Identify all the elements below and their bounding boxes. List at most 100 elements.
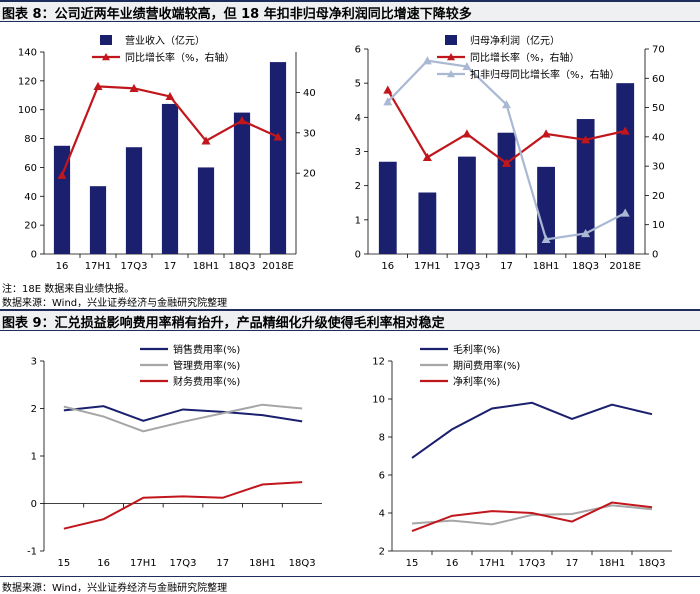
legend-label: 销售费用率(%) — [173, 343, 240, 356]
chart-expense-ratios: -1 0 1 2 3 15 16 17H1 17Q3 17 18H1 18Q3 销售费用率(%) 管理费用… — [27, 343, 322, 569]
y-tick-label-right: 0 — [652, 250, 658, 261]
line-marker — [620, 208, 630, 217]
y-tick-label-left: 2 — [355, 181, 361, 192]
x-tick-label: 15 — [57, 558, 70, 569]
legend-label: 毛利率(%) — [453, 343, 500, 356]
x-tick-label: 18Q3 — [572, 261, 599, 272]
line-marker — [620, 126, 630, 135]
y-tick-label-left: 80 — [24, 134, 37, 145]
legend-label: 营业收入（亿元） — [125, 34, 205, 47]
line-marker — [57, 170, 67, 179]
x-tick-label: 17H1 — [414, 261, 441, 272]
y-tick-label-left: 6 — [379, 471, 385, 482]
x-tick-label: 16 — [56, 261, 69, 272]
y-tick-label-right: 40 — [652, 132, 665, 143]
line-marker — [237, 116, 247, 125]
line-marker — [422, 56, 432, 65]
bar — [537, 166, 555, 254]
y-tick-label-left: 40 — [24, 192, 37, 203]
line-marker — [129, 83, 139, 92]
fig9-title-bar: 图表 9：汇兑损益影响费用率稍有抬升，产品精细化升级使得毛利率相对稳定 — [0, 309, 700, 331]
y-tick-label-right: 30 — [652, 162, 665, 173]
x-tick-label: 17Q3 — [519, 558, 546, 569]
chart-margins: 2 4 6 8 10 12 15 16 17H1 17Q3 17 18H1 18Q3 毛利率(%) 期间费用… — [372, 343, 672, 569]
x-tick-label: 17 — [500, 261, 513, 272]
y-tick-label-left: 0 — [31, 250, 37, 261]
y-tick-label-right: 50 — [652, 103, 665, 114]
x-tick-label: 17 — [216, 558, 229, 569]
y-tick-label-left: 3 — [355, 147, 361, 158]
x-tick-label: 2018E — [262, 261, 294, 272]
y-tick-label-left: 12 — [372, 357, 385, 368]
x-tick-label: 17 — [164, 261, 177, 272]
line-marker — [462, 129, 472, 138]
legend-label: 归母净利润（亿元） — [470, 34, 560, 47]
series-line — [63, 405, 303, 423]
x-tick-label: 17H1 — [130, 558, 157, 569]
legend-label: 同比增长率（%，右轴） — [470, 51, 580, 64]
bar — [378, 161, 397, 254]
series-line — [63, 403, 303, 433]
y-tick-label-left: 20 — [24, 221, 37, 232]
x-tick-label: 18H1 — [533, 261, 560, 272]
line-marker — [581, 135, 591, 144]
y-tick-label-right: 40 — [303, 88, 316, 99]
y-tick-label-left: 3 — [31, 357, 37, 368]
line-marker — [541, 129, 551, 138]
y-tick-label-left: 5 — [355, 79, 361, 90]
y-tick-label-left: 60 — [24, 163, 37, 174]
x-tick-label: 18H1 — [193, 261, 220, 272]
x-tick-label: 17H1 — [479, 558, 506, 569]
chart-revenue: 0 20 40 60 80 100 120 140 20 30 40 16 17H1 17Q3 17 18H1… — [18, 34, 316, 272]
legend-label: 财务费用率(%) — [173, 375, 240, 388]
x-tick-label: 16 — [446, 558, 459, 569]
line-marker — [93, 81, 103, 90]
legend-marker — [102, 53, 110, 61]
legend-label: 扣非归母同比增长率（%，右轴） — [470, 68, 620, 81]
fig9-bottom-rule — [0, 576, 700, 577]
x-tick-label: 18H1 — [249, 558, 276, 569]
bar — [497, 132, 516, 254]
bar — [161, 103, 179, 254]
x-tick-label: 17H1 — [85, 261, 112, 272]
fig8-note: 注：18E 数据来自业绩快报。 — [2, 284, 135, 295]
y-tick-label-left: 120 — [18, 76, 37, 87]
x-tick-label: 18H1 — [599, 558, 626, 569]
x-tick-label: 17Q3 — [453, 261, 480, 272]
fig8-title: 图表 8：公司近两年业绩营收端较高，但 18 年扣非归母净利润同比增速下降较多 — [2, 7, 472, 22]
series-line — [63, 481, 303, 530]
y-tick-label-left: 10 — [372, 395, 385, 406]
y-tick-label-left: 2 — [31, 404, 37, 415]
legend-label: 期间费用率(%) — [453, 359, 520, 372]
y-tick-label-right: 20 — [652, 191, 665, 202]
y-tick-label-right: 30 — [303, 128, 316, 139]
line-marker — [422, 152, 432, 161]
legend-swatch — [100, 35, 112, 45]
x-tick-label: 16 — [97, 558, 110, 569]
x-tick-label: 2018E — [609, 261, 641, 272]
y-tick-label-left: 8 — [379, 433, 385, 444]
y-tick-label-right: 20 — [303, 169, 316, 180]
line-marker — [273, 132, 283, 141]
y-tick-label-right: 10 — [652, 220, 665, 231]
y-tick-label-right: 70 — [652, 45, 665, 56]
fig9-title: 图表 9：汇兑损益影响费用率稍有抬升，产品精细化升级使得毛利率相对稳定 — [2, 316, 445, 331]
line-marker — [165, 91, 175, 101]
bar — [616, 83, 635, 254]
bar — [458, 156, 476, 254]
y-tick-label-left: 2 — [379, 547, 385, 558]
bar — [233, 112, 251, 254]
line-marker — [383, 97, 393, 106]
series-line — [411, 401, 653, 459]
x-tick-label: 16 — [381, 261, 394, 272]
bar — [418, 192, 437, 254]
x-tick-label: 18Q3 — [289, 558, 316, 569]
y-tick-label-left: 0 — [31, 499, 37, 510]
y-tick-label-left: 140 — [18, 48, 37, 59]
line-marker — [502, 100, 511, 109]
fig8-title-bar: 图表 8：公司近两年业绩营收端较高，但 18 年扣非归母净利润同比增速下降较多 — [0, 0, 700, 22]
line-marker — [502, 158, 511, 167]
bar — [53, 145, 71, 254]
x-tick-label: 18Q3 — [229, 261, 256, 272]
